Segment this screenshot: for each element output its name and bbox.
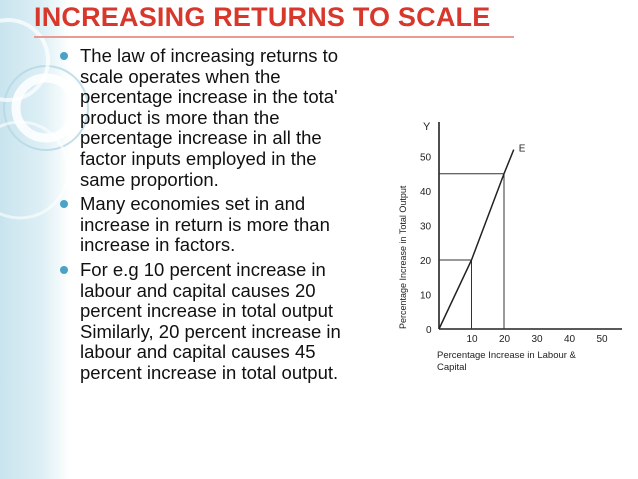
decorative-circles: [0, 18, 89, 220]
bullet-item: Many economies set in and increase in re…: [60, 193, 390, 256]
bullet-dot-icon: [60, 265, 68, 274]
y-tick-label: 20: [420, 256, 432, 267]
x-tick-label: 10: [467, 334, 479, 345]
bullet-item: For e.g 10 percent increase in labour an…: [60, 258, 390, 384]
bullet-text: For e.g 10 percent increase in labour an…: [80, 258, 341, 383]
bullet-text: The law of increasing returns to scale o…: [80, 45, 339, 190]
x-tick-label: 30: [532, 334, 544, 345]
slide-title: INCREASING RETURNS TO SCALE: [34, 2, 491, 32]
y-tick-label: 50: [420, 153, 432, 164]
y-tick-label: 30: [420, 222, 432, 233]
origin-label: 0: [426, 325, 432, 336]
x-tick-label: 40: [564, 334, 576, 345]
returns-curve: [438, 149, 515, 330]
curve-label: E: [519, 144, 526, 155]
returns-to-scale-chart: XY010203040501020304050EPercentage Incre…: [398, 121, 622, 373]
chart-labels: XY010203040501020304050EPercentage Incre…: [398, 121, 609, 373]
bullet-dot-icon: [60, 200, 68, 209]
y-tick-label: 10: [420, 291, 432, 302]
bullet-list: The law of increasing returns to scale o…: [60, 45, 390, 388]
x-tick-label: 20: [499, 334, 511, 345]
y-axis-letter: Y: [423, 121, 431, 133]
chart-axes: [438, 122, 622, 330]
bullet-text: Many economies set in and increase in re…: [80, 193, 330, 256]
x-axis-label-line2: Capital: [437, 362, 467, 373]
chart-curve: [438, 149, 515, 330]
y-axis-label: Percentage Increase in Total Output: [398, 185, 408, 329]
x-axis-label-line1: Percentage Increase in Labour &: [437, 350, 577, 361]
bullet-item: The law of increasing returns to scale o…: [60, 45, 390, 190]
x-tick-label: 50: [597, 334, 609, 345]
y-tick-label: 40: [420, 187, 432, 198]
chart-guide-lines: [439, 173, 505, 329]
bullet-dot-icon: [60, 52, 68, 60]
title-underline: [34, 36, 514, 38]
